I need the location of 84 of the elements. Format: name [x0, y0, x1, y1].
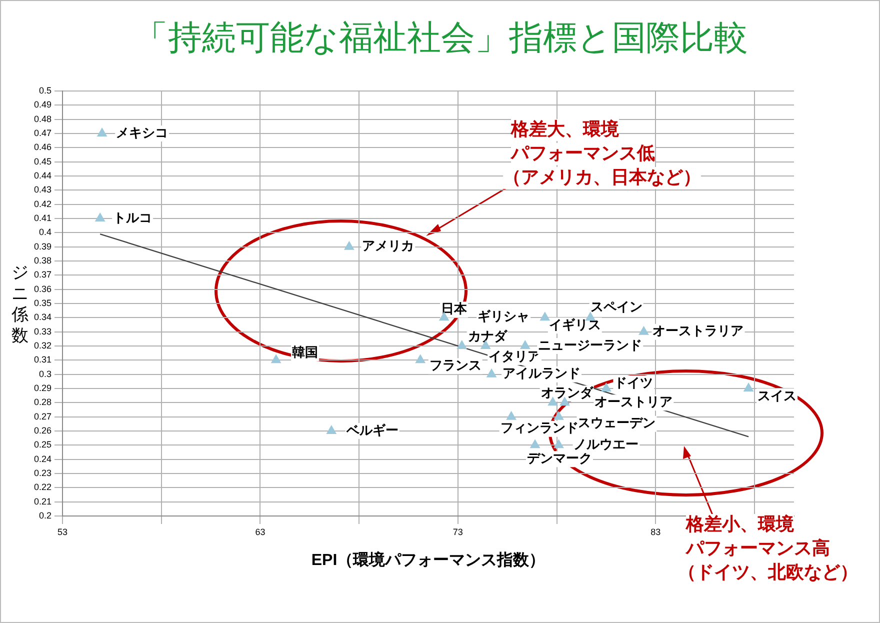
- y-tick-label: 0.43: [34, 184, 52, 195]
- annotation: フィンランド: [500, 421, 578, 436]
- annotation: オーストリア: [594, 395, 673, 410]
- y-tick-label: 0.47: [34, 128, 52, 138]
- point: [95, 213, 105, 222]
- y-tick-label: 0.49: [34, 100, 52, 110]
- x-tick-label: 53: [58, 526, 68, 537]
- text: （ドイツ、北欧など）: [678, 562, 858, 584]
- annotation: スイス: [758, 388, 797, 404]
- annotation: 格差大、環境: [511, 119, 619, 141]
- point: [601, 383, 612, 392]
- y-tick-label: 0.31: [34, 354, 52, 365]
- point: [97, 128, 107, 136]
- point: [540, 312, 550, 321]
- y-tick-label: 0.48: [34, 114, 52, 124]
- y-tick-label: 0.44: [34, 170, 52, 180]
- y-tick-label: 0.5: [39, 85, 52, 96]
- x-tick-label: 63: [255, 526, 266, 537]
- y-tick-label: 0.38: [34, 255, 52, 266]
- annotation: メキシコ: [116, 126, 168, 141]
- point: [326, 426, 336, 434]
- x-tick-label: 73: [452, 526, 463, 537]
- y-tick-label: 0.42: [34, 198, 52, 209]
- y-tick-label: 0.24: [34, 454, 52, 464]
- chart-title: 「持続可能な福祉社会」指標と国際比較: [133, 17, 749, 60]
- y-tick-label: 0.28: [34, 397, 52, 408]
- y-tick-label: 0.35: [34, 298, 52, 308]
- point: [457, 340, 467, 349]
- y-tick-label: 0.21: [34, 496, 52, 506]
- annotation: パフォーマンス低: [511, 143, 655, 165]
- y-tick-label: 0.39: [34, 241, 52, 252]
- point: [416, 354, 426, 364]
- point: [486, 368, 496, 378]
- annotation: ドイツ: [614, 376, 654, 391]
- annotation: カナダ: [468, 329, 508, 344]
- y-tick-label: 0.26: [34, 425, 52, 436]
- y-tick-label: 0.37: [34, 270, 52, 280]
- y-tick-label: 0.2: [39, 510, 52, 520]
- annotation: アイルランド: [502, 366, 581, 382]
- y-tick-label: 0.32: [34, 340, 52, 350]
- point: [506, 411, 516, 420]
- y-axis-title: ジニ係数: [10, 263, 30, 347]
- annotation: ベルギー: [345, 423, 398, 438]
- annotation: 韓国: [292, 346, 318, 361]
- annotation: ギリシャ: [478, 309, 530, 324]
- point: [554, 440, 564, 448]
- point: [520, 340, 530, 349]
- annotation: トルコ: [113, 210, 152, 226]
- annotation: （アメリカ、日本など）: [503, 167, 701, 189]
- annotation: フランス: [429, 358, 482, 374]
- x-axis-title: EPI（環境パフォーマンス指数）: [311, 550, 546, 569]
- annotation: スペイン: [590, 300, 642, 316]
- annotation: 格差小、環境: [686, 514, 794, 536]
- annotation: オーストラリア: [652, 324, 744, 340]
- y-tick-label: 0.29: [34, 382, 52, 393]
- annotation: アメリカ: [362, 239, 414, 254]
- point: [744, 383, 754, 392]
- y-tick-label: 0.45: [34, 156, 52, 166]
- y-tick-label: 0.46: [34, 142, 52, 152]
- point: [554, 411, 564, 420]
- y-tick-label: 0.23: [34, 468, 52, 478]
- y-tick-label: 0.3: [39, 368, 52, 379]
- point: [638, 326, 649, 335]
- annotation: デンマーク: [527, 452, 592, 467]
- y-tick-label: 0.4: [39, 227, 52, 238]
- annotation: ニュージーランド: [538, 338, 642, 354]
- text: パフォーマンス高: [686, 538, 830, 560]
- y-tick-label: 0.27: [34, 411, 52, 422]
- point: [530, 440, 540, 448]
- annotation: ノルウエー: [574, 438, 639, 453]
- y-tick-label: 0.25: [34, 440, 52, 450]
- annotation: オランダ: [540, 386, 594, 402]
- y-tick-label: 0.22: [34, 482, 52, 492]
- point: [586, 312, 596, 321]
- x-tick-label: 83: [650, 526, 661, 537]
- y-tick-label: 0.33: [34, 326, 52, 336]
- y-tick-label: 0.36: [34, 284, 52, 294]
- y-tick-label: 0.34: [34, 312, 52, 322]
- annotation: スウェーデン: [578, 416, 656, 432]
- annotation: イギリス: [548, 318, 601, 334]
- y-tick-label: 0.41: [34, 212, 52, 223]
- annotation: 日本: [441, 302, 468, 318]
- point: [271, 354, 281, 364]
- point: [344, 241, 354, 250]
